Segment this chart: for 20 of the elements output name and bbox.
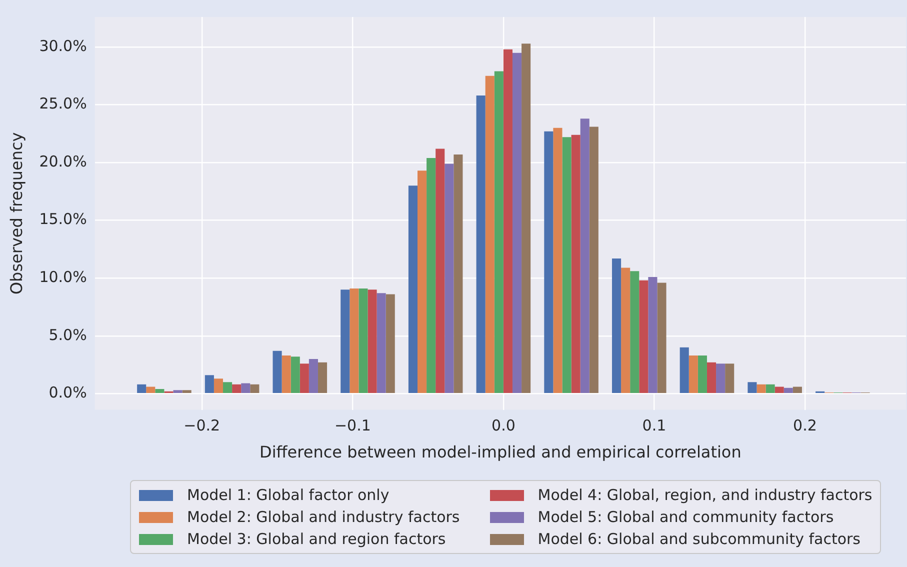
x-axis-title: Difference between model-implied and empirical correlation xyxy=(260,442,742,462)
legend-label: Model 6: Global and subcommunity factors xyxy=(538,530,860,548)
y-tick-label: 0.0% xyxy=(48,384,87,402)
y-tick-label: 5.0% xyxy=(48,326,87,344)
legend-label: Model 4: Global, region, and industry factors xyxy=(538,486,872,504)
x-tick-label: 0.2 xyxy=(793,416,817,435)
x-tick-label: −0.2 xyxy=(184,416,220,435)
y-axis-title: Observed frequency xyxy=(6,132,26,295)
legend-label: Model 2: Global and industry factors xyxy=(187,508,460,526)
y-tick-label: 10.0% xyxy=(39,268,87,286)
legend-label: Model 5: Global and community factors xyxy=(538,508,834,526)
x-tick-label: −0.1 xyxy=(334,416,371,435)
legend-label: Model 3: Global and region factors xyxy=(187,530,446,548)
x-tick-label: 0.1 xyxy=(642,416,666,435)
x-tick-label: 0.0 xyxy=(492,416,516,435)
legend-label: Model 1: Global factor only xyxy=(187,486,390,504)
y-tick-label: 25.0% xyxy=(39,94,87,113)
y-tick-label: 15.0% xyxy=(39,210,87,228)
y-tick-label: 30.0% xyxy=(39,36,87,55)
y-tick-label: 20.0% xyxy=(39,152,87,170)
